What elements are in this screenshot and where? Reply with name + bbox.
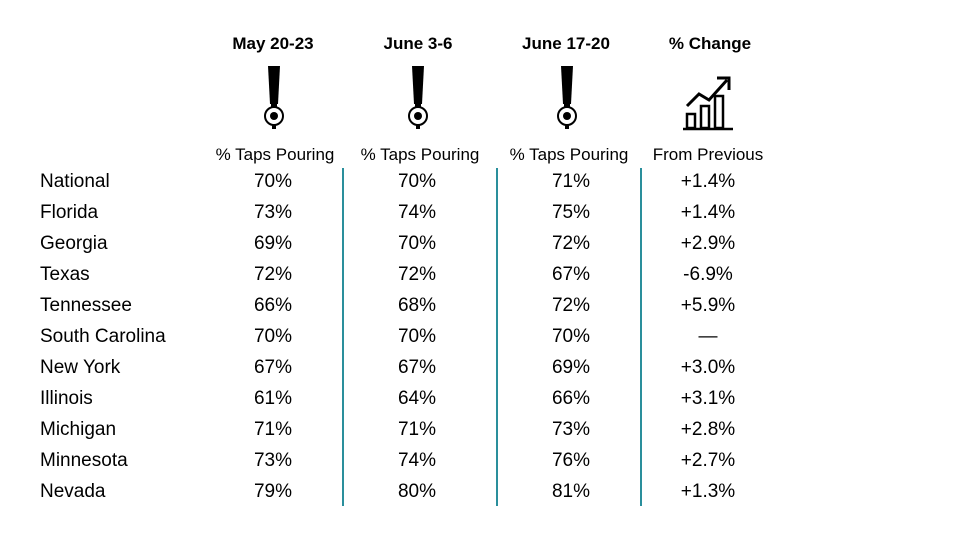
table-cell: 70% <box>397 326 437 347</box>
column-header-may: May 20-23 <box>232 34 314 53</box>
column-divider <box>342 168 344 506</box>
table-cell: 68% <box>397 295 437 316</box>
table-cell: +3.1% <box>680 388 736 409</box>
table-cell: +2.7% <box>680 450 736 471</box>
table-cell: +5.9% <box>680 295 736 316</box>
table-cell: 72% <box>397 264 437 285</box>
row-label: South Carolina <box>40 326 166 347</box>
table-cell: 71% <box>397 419 437 440</box>
row-label: Texas <box>40 264 90 285</box>
table-cell: 70% <box>397 171 437 192</box>
beer-tap-icon <box>557 66 577 129</box>
table-cell: 73% <box>551 419 591 440</box>
table-cell: 67% <box>253 357 293 378</box>
table-cell: 70% <box>551 326 591 347</box>
table-cell: 81% <box>551 481 591 502</box>
column-header-change: % Change <box>668 34 752 53</box>
table-cell: 64% <box>397 388 437 409</box>
table-cell: +1.4% <box>680 171 736 192</box>
beer-tap-icon <box>264 66 284 129</box>
row-label: Michigan <box>40 419 117 440</box>
column-subheader-may: % Taps Pouring <box>215 145 335 164</box>
beer-tap-icon <box>408 66 428 129</box>
table-cell: 72% <box>551 295 591 316</box>
row-label: Florida <box>40 202 99 223</box>
table-cell: — <box>698 326 718 347</box>
row-label: National <box>40 171 110 192</box>
table-cell: 69% <box>551 357 591 378</box>
growth-chart-icon <box>683 76 733 131</box>
table-cell: 71% <box>551 171 591 192</box>
table-cell: -6.9% <box>683 264 733 285</box>
table-cell: 67% <box>551 264 591 285</box>
table-cell: 73% <box>253 450 293 471</box>
table-cell: 61% <box>253 388 293 409</box>
table-cell: 70% <box>397 233 437 254</box>
table-cell: +1.3% <box>680 481 736 502</box>
table-cell: 80% <box>397 481 437 502</box>
table-cell: 74% <box>397 450 437 471</box>
column-subheader-change: From Previous <box>652 145 764 164</box>
row-label: New York <box>40 357 121 378</box>
row-label: Tennessee <box>40 295 132 316</box>
table-cell: +2.9% <box>680 233 736 254</box>
table-cell: +3.0% <box>680 357 736 378</box>
table-cell: 74% <box>397 202 437 223</box>
table-cell: 70% <box>253 171 293 192</box>
table-cell: 75% <box>551 202 591 223</box>
table-cell: 79% <box>253 481 293 502</box>
table-cell: 66% <box>253 295 293 316</box>
row-label: Georgia <box>40 233 108 254</box>
column-divider <box>640 168 642 506</box>
table-cell: 71% <box>253 419 293 440</box>
table-cell: 72% <box>253 264 293 285</box>
table-cell: 66% <box>551 388 591 409</box>
column-header-june-17: June 17-20 <box>522 34 610 53</box>
table-cell: 72% <box>551 233 591 254</box>
column-divider <box>496 168 498 506</box>
table-cell: 67% <box>397 357 437 378</box>
table-cell: +2.8% <box>680 419 736 440</box>
table-cell: 70% <box>253 326 293 347</box>
column-subheader-june-17: % Taps Pouring <box>509 145 629 164</box>
row-label: Nevada <box>40 481 106 502</box>
table-cell: 73% <box>253 202 293 223</box>
row-label: Minnesota <box>40 450 128 471</box>
column-subheader-june-3: % Taps Pouring <box>360 145 480 164</box>
column-header-june-3: June 3-6 <box>383 34 453 53</box>
row-label: Illinois <box>40 388 93 409</box>
table-cell: +1.4% <box>680 202 736 223</box>
table-cell: 76% <box>551 450 591 471</box>
table-cell: 69% <box>253 233 293 254</box>
